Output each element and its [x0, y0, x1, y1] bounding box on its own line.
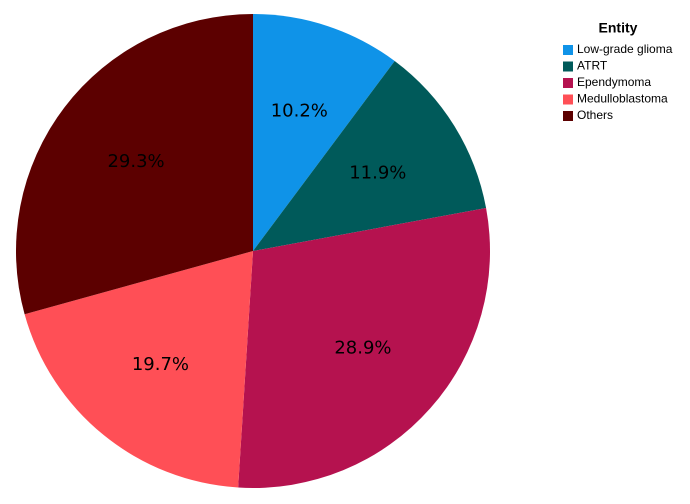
pie-slice [253, 61, 487, 251]
pie-slice [16, 14, 253, 315]
legend-label: Ependymoma [577, 75, 651, 89]
slice-label: 10.2% [271, 101, 328, 122]
legend-swatch [563, 45, 573, 55]
pie-slice [238, 208, 490, 489]
slice-label: 28.9% [334, 338, 391, 359]
legend-label: Others [577, 108, 613, 122]
legend-swatch [563, 94, 573, 105]
slice-label: 29.3% [107, 151, 164, 172]
legend-swatch [563, 111, 573, 121]
pie-slice [253, 14, 395, 251]
legend-label: Medulloblastoma [577, 92, 668, 106]
slice-label: 19.7% [132, 354, 189, 375]
legend-title: Entity [599, 20, 638, 36]
slice-label: 11.9% [349, 162, 406, 183]
legend-swatch [563, 78, 573, 88]
legend-label: ATRT [577, 59, 608, 73]
legend-label: Low-grade glioma [577, 42, 673, 56]
pie-slice [24, 251, 253, 488]
legend-swatch [563, 61, 573, 72]
